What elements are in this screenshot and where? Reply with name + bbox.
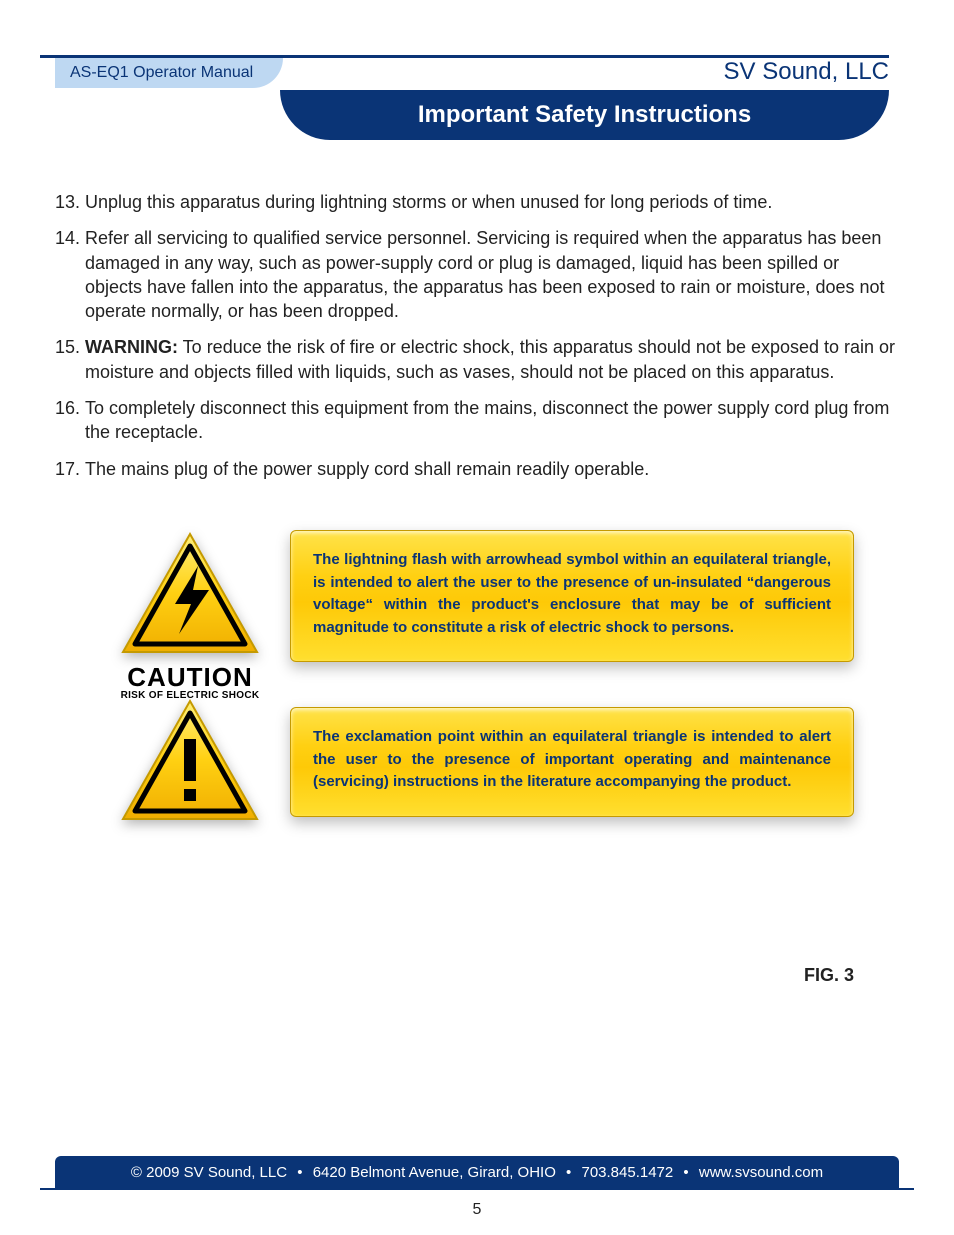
shock-text-box: The lightning flash with arrowhead symbo…	[290, 530, 854, 662]
separator-icon: •	[291, 1164, 308, 1181]
lightning-triangle-icon	[115, 530, 265, 660]
page-number: 5	[0, 1201, 954, 1219]
instruction-item: 17. The mains plug of the power supply c…	[55, 457, 899, 481]
footer-copyright: © 2009 SV Sound, LLC	[131, 1164, 287, 1181]
company-name: SV Sound, LLC	[724, 58, 889, 86]
item-number: 17.	[55, 457, 85, 481]
item-number: 16.	[55, 396, 85, 445]
figure-label: FIG. 3	[804, 965, 854, 986]
footer-address: 6420 Belmont Avenue, Girard, OHIO	[313, 1164, 556, 1181]
instruction-item: 15. WARNING: To reduce the risk of fire …	[55, 335, 899, 384]
important-symbol-group	[100, 697, 280, 827]
item-number: 13.	[55, 190, 85, 214]
item-text: To completely disconnect this equipment …	[85, 396, 899, 445]
item-text: Unplug this apparatus during lightning s…	[85, 190, 899, 214]
item-number: 14.	[55, 226, 85, 323]
footer-url: www.svsound.com	[699, 1164, 823, 1181]
caution-caption: CAUTION	[100, 664, 280, 690]
footer-bar: © 2009 SV Sound, LLC • 6420 Belmont Aven…	[55, 1156, 899, 1190]
important-callout: The exclamation point within an equilate…	[110, 707, 854, 817]
separator-icon: •	[677, 1164, 694, 1181]
item-text: WARNING: To reduce the risk of fire or e…	[85, 335, 899, 384]
exclamation-triangle-icon	[115, 697, 265, 827]
page: AS-EQ1 Operator Manual SV Sound, LLC Imp…	[0, 0, 954, 1235]
section-title-banner: Important Safety Instructions	[280, 90, 889, 140]
instruction-item: 16. To completely disconnect this equipm…	[55, 396, 899, 445]
footer-phone: 703.845.1472	[581, 1164, 673, 1181]
item-number: 15.	[55, 335, 85, 384]
instruction-list: 13. Unplug this apparatus during lightni…	[55, 190, 899, 493]
instruction-item: 13. Unplug this apparatus during lightni…	[55, 190, 899, 214]
separator-icon: •	[560, 1164, 577, 1181]
instruction-item: 14. Refer all servicing to qualified ser…	[55, 226, 899, 323]
manual-title-tab: AS-EQ1 Operator Manual	[55, 58, 283, 88]
item-text: Refer all servicing to qualified service…	[85, 226, 899, 323]
safety-callouts: CAUTION RISK OF ELECTRIC SHOCK The light…	[110, 530, 854, 862]
warning-label: WARNING:	[85, 337, 178, 357]
shock-symbol-group: CAUTION RISK OF ELECTRIC SHOCK	[100, 530, 280, 701]
shock-callout: CAUTION RISK OF ELECTRIC SHOCK The light…	[110, 530, 854, 662]
item-text-body: To reduce the risk of fire or electric s…	[85, 337, 895, 381]
item-text: The mains plug of the power supply cord …	[85, 457, 899, 481]
important-text-box: The exclamation point within an equilate…	[290, 707, 854, 817]
